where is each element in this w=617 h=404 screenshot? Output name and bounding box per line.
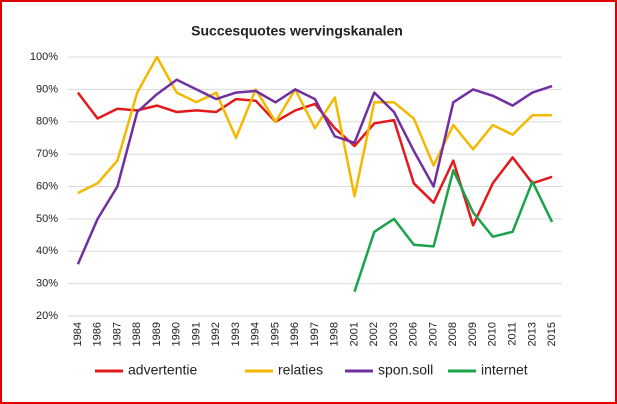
y-tick-label: 90% [36, 83, 58, 95]
x-tick-label: 1998 [329, 322, 341, 346]
x-tick-label: 1995 [269, 322, 281, 346]
x-tick-label: 2006 [408, 322, 420, 346]
x-tick-label: 1988 [131, 322, 143, 346]
x-tick-label: 2010 [487, 322, 499, 346]
x-tick-label: 2015 [546, 322, 558, 346]
y-tick-label: 100% [30, 51, 58, 63]
y-tick-label: 20% [36, 310, 58, 322]
chart-title: Succesquotes wervingskanalen [191, 23, 403, 39]
x-tick-label: 1984 [72, 322, 84, 346]
x-tick-label: 2003 [388, 322, 400, 346]
y-tick-label: 50% [36, 213, 58, 225]
y-tick-label: 70% [36, 148, 58, 160]
legend-label: spon.soll [378, 362, 433, 378]
x-tick-label: 1987 [111, 322, 123, 346]
x-tick-label: 1986 [92, 322, 104, 346]
series-line [76, 78, 553, 265]
y-tick-label: 30% [36, 278, 58, 290]
y-tick-label: 40% [36, 245, 58, 257]
x-tick-label: 1994 [250, 322, 262, 346]
y-tick-label: 60% [36, 180, 58, 192]
x-tick-label: 1990 [171, 322, 183, 346]
x-tick-label: 2011 [507, 322, 519, 346]
x-tick-label: 2013 [526, 322, 538, 346]
legend-label: advertentie [128, 362, 197, 378]
x-tick-label: 1991 [190, 322, 202, 346]
x-tick-label: 1996 [289, 322, 301, 346]
series-line [353, 169, 554, 293]
y-tick-label: 80% [36, 116, 58, 128]
x-tick-label: 1993 [230, 322, 242, 346]
legend-label: internet [481, 362, 528, 378]
series-line [76, 91, 553, 227]
x-tick-label: 2009 [467, 322, 479, 346]
x-tick-label: 2002 [368, 322, 380, 346]
x-tick-label: 2001 [348, 322, 360, 346]
x-tick-label: 1992 [210, 322, 222, 346]
x-tick-label: 1997 [309, 322, 321, 346]
x-tick-label: 2008 [447, 322, 459, 346]
legend-label: relaties [278, 362, 323, 378]
x-tick-label: 2007 [427, 322, 439, 346]
x-tick-label: 1989 [151, 322, 163, 346]
series-line [77, 55, 553, 198]
